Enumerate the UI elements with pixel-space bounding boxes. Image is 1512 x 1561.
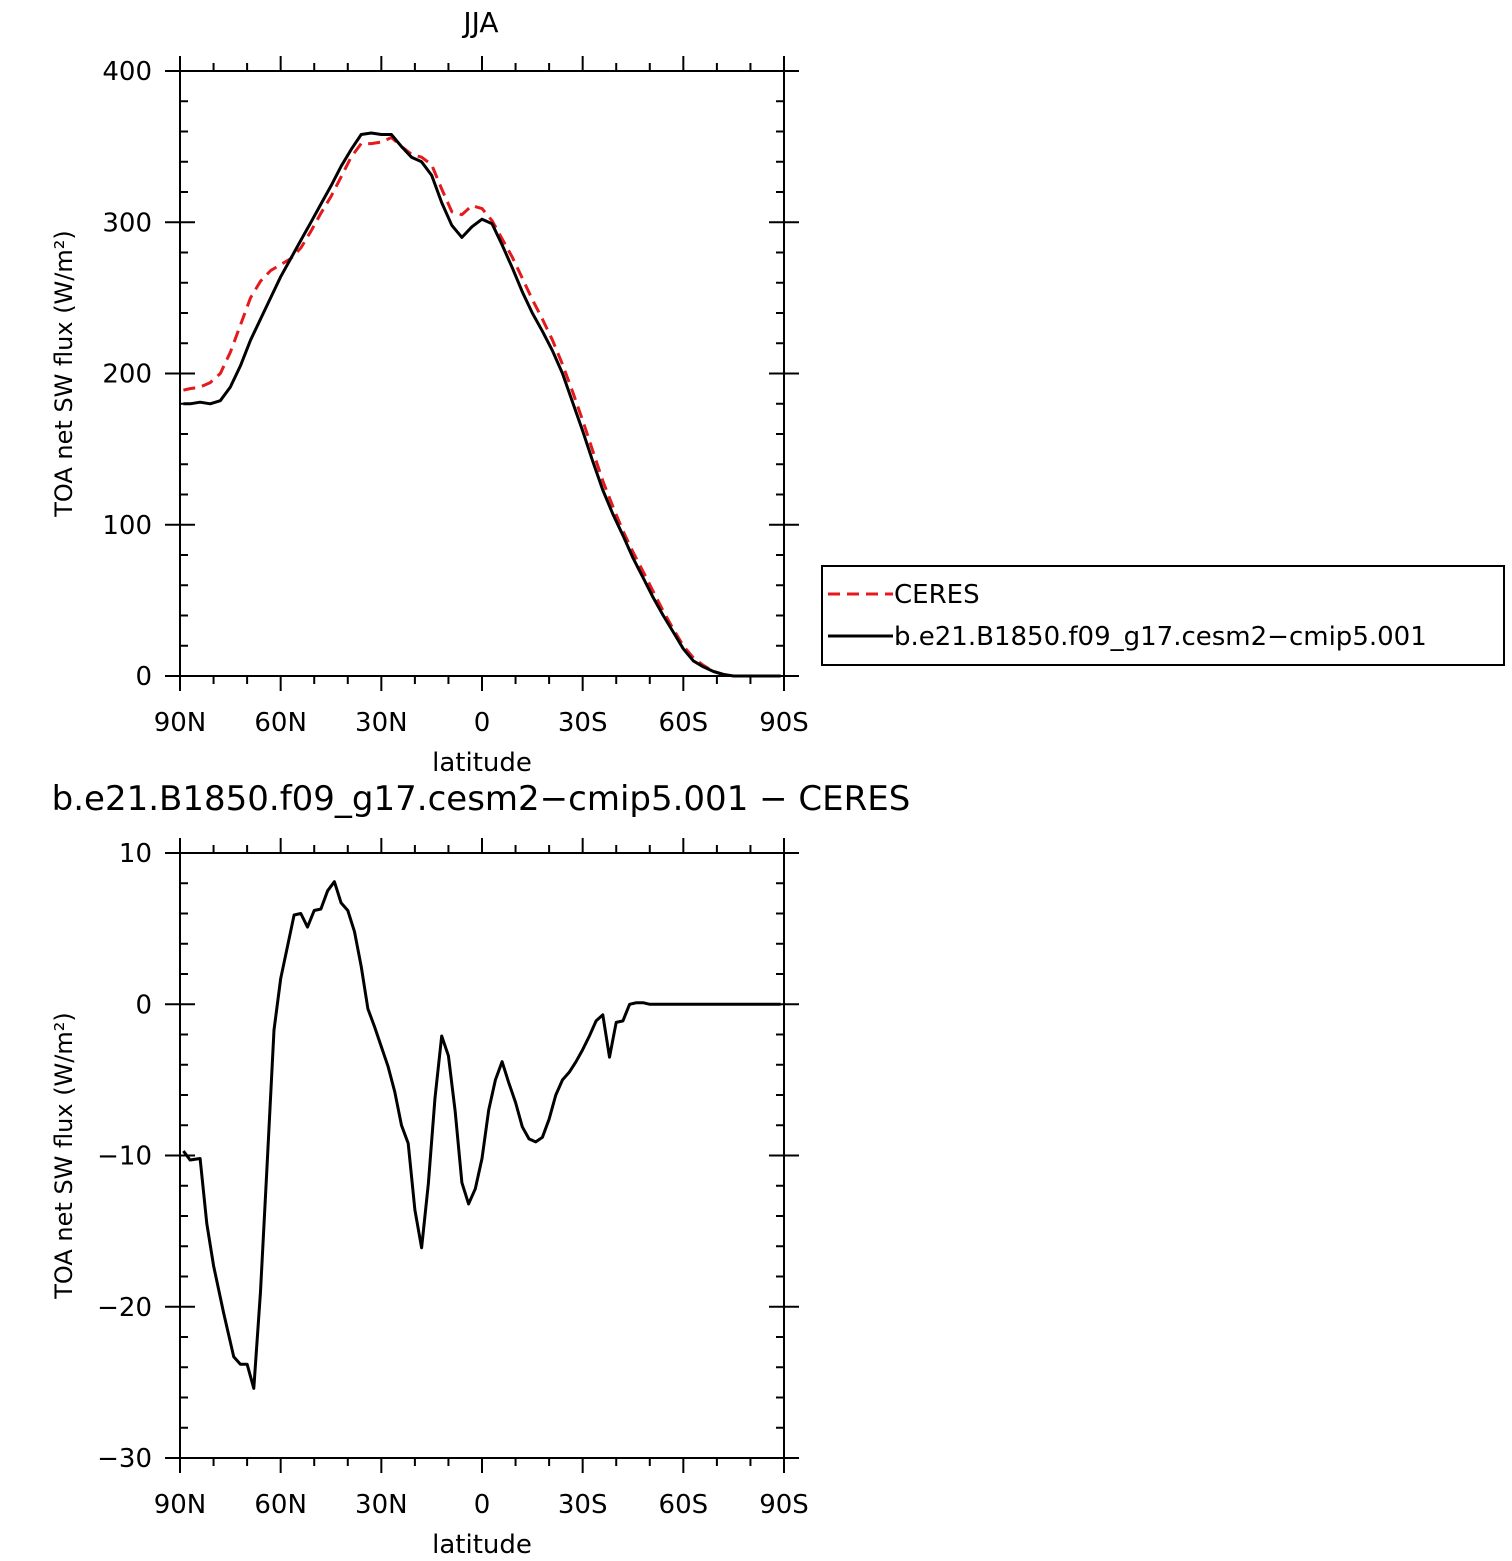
top-x-tick-label: 90N [154, 708, 207, 738]
bottom-chart-panel: 90N 60N 30N 0 30S 60S 90S −30 −20 −10 0 10 latitude T… [50, 838, 809, 1560]
bottom-y-tick-label: −20 [97, 1293, 152, 1323]
top-x-axis-label: latitude [432, 748, 532, 778]
bottom-chart-title: b.e21.B1850.f09_g17.cesm2−cmip5.001 − CE… [52, 779, 911, 819]
top-chart-title: JJA [461, 6, 498, 39]
top-y-tick-label: 0 [135, 662, 152, 692]
top-plot-frame [179, 70, 785, 677]
bottom-x-tick-label: 90N [154, 1490, 207, 1520]
top-x-tick-label: 90S [759, 708, 809, 738]
legend-label-0: CERES [894, 580, 980, 610]
bottom-x-tick-label: 30S [558, 1490, 608, 1520]
bottom-x-tick-label: 60N [254, 1490, 307, 1520]
bottom-y-axis-label: TOA net SW flux (W/m²) [50, 1012, 78, 1300]
top-series-line-1 [183, 131, 781, 678]
bottom-x-tick-label: 60S [659, 1490, 709, 1520]
top-y-tick-label: 200 [102, 360, 152, 390]
bottom-series-line-0 [182, 880, 781, 1390]
top-y-tick-label: 100 [102, 511, 152, 541]
top-x-tick-label: 30N [355, 708, 408, 738]
top-y-tick-label: 400 [102, 57, 152, 87]
top-x-tick-label: 60S [659, 708, 709, 738]
top-chart-panel: 90N 60N 30N 0 30S 60S 90S 0 100 200 300 400 latitude… [50, 56, 809, 778]
bottom-x-axis-label: latitude [432, 1530, 532, 1560]
top-x-tick-label: 30S [558, 708, 608, 738]
top-y-axis-label: TOA net SW flux (W/m²) [50, 230, 78, 518]
bottom-x-tick-label: 90S [759, 1490, 809, 1520]
bottom-y-tick-label: −30 [97, 1444, 152, 1474]
legend-label-1: b.e21.B1850.f09_g17.cesm2−cmip5.001 [894, 622, 1427, 652]
bottom-y-tick-label: 0 [135, 990, 152, 1020]
bottom-x-tick-label: 30N [355, 1490, 408, 1520]
legend: CERES b.e21.B1850.f09_g17.cesm2−cmip5.001 [821, 565, 1505, 666]
top-series-line-0 [183, 136, 781, 678]
bottom-x-tick-label: 0 [474, 1490, 491, 1520]
top-y-tick-label: 300 [102, 208, 152, 238]
top-x-tick-label: 0 [474, 708, 491, 738]
top-x-tick-label: 60N [254, 708, 307, 738]
legend-box [821, 565, 1505, 666]
bottom-y-tick-label: −10 [97, 1142, 152, 1172]
bottom-y-tick-label: 10 [119, 839, 152, 869]
